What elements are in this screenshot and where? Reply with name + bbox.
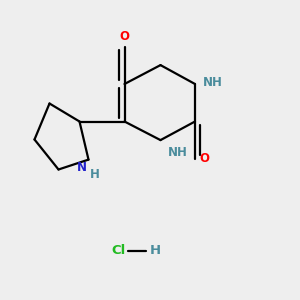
Text: H: H (149, 244, 161, 257)
Text: NH: NH (168, 146, 188, 159)
Text: N: N (77, 161, 87, 174)
Text: NH: NH (202, 76, 222, 89)
Text: Cl: Cl (112, 244, 126, 257)
Text: H: H (90, 168, 100, 181)
Text: O: O (119, 31, 130, 44)
Text: O: O (200, 152, 209, 166)
